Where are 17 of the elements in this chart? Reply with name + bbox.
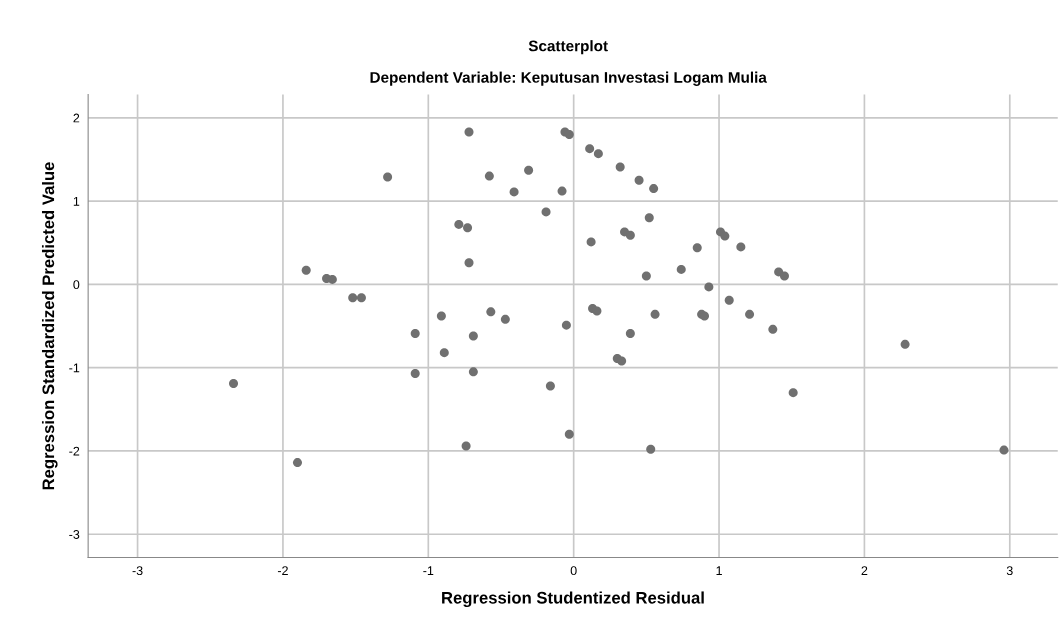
x-tick-label: 2 [861,566,868,575]
x-tick-label: 3 [1006,566,1013,576]
y-tick-label: 1 [73,197,80,206]
y-tick-label: 0 [73,280,80,290]
x-tick-label: -2 [277,566,288,575]
chart-title: Scatterplot [528,40,608,55]
chart-subtitle: Dependent Variable: Keputusan Investasi Logam Mulia [370,71,767,86]
y-tick-label: 2 [73,113,80,123]
y-tick-label: -3 [69,530,80,539]
y-tick-label: -1 [69,363,80,373]
x-tick-label: -1 [423,566,434,575]
y-tick-label: -2 [69,446,80,456]
x-tick-label: -3 [132,566,143,576]
x-tick-label: 0 [570,566,577,576]
x-axis-title: Regression Studentized Residual [442,591,704,608]
x-tick-label: 1 [716,566,722,575]
y-axis-title: Regression Standardized Predicted Value [41,162,58,490]
